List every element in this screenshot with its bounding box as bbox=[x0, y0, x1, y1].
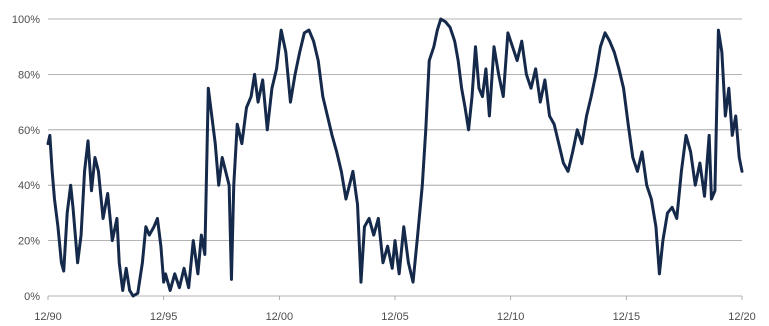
series-line bbox=[46, 17, 744, 298]
y-axis: 0% 20% 40% 60% 80% 100% bbox=[12, 14, 40, 303]
y-tick-label: 20% bbox=[18, 236, 40, 248]
x-tick-label: 12/95 bbox=[150, 311, 178, 323]
series-group bbox=[46, 17, 744, 298]
x-tick-label: 12/10 bbox=[497, 311, 525, 323]
x-axis: 12/90 12/95 12/00 12/05 12/10 12/15 12/20 bbox=[34, 295, 756, 323]
x-tick-label: 12/05 bbox=[381, 311, 409, 323]
x-tick-label: 12/90 bbox=[34, 311, 62, 323]
y-tick-label: 100% bbox=[12, 14, 40, 26]
y-tick-label: 80% bbox=[18, 69, 40, 81]
x-tick-label: 12/00 bbox=[266, 311, 294, 323]
y-tick-label: 60% bbox=[18, 125, 40, 137]
y-tick-label: 0% bbox=[24, 291, 40, 303]
x-tick-label: 12/15 bbox=[613, 311, 641, 323]
y-tick-label: 40% bbox=[18, 180, 40, 192]
grid-lines bbox=[48, 18, 742, 242]
x-tick-label: 12/20 bbox=[728, 311, 756, 323]
